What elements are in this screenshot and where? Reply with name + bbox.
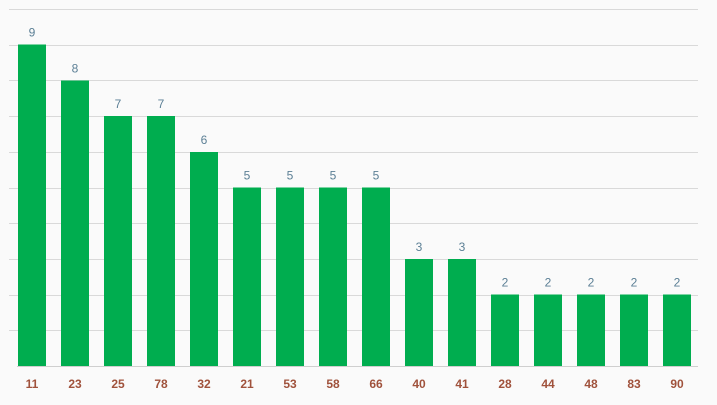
data-label-25: 7 — [115, 97, 122, 111]
x-tick-label-83: 83 — [627, 377, 641, 391]
data-label-layer: 9 8 7 7 6 5 5 5 5 3 3 2 2 2 2 2 — [29, 26, 681, 290]
x-tick-label-78: 78 — [154, 377, 168, 391]
bar-78 — [147, 116, 175, 366]
x-axis: 11 23 25 78 32 21 53 58 66 40 41 28 44 48 83 90 — [26, 377, 684, 391]
bar-layer — [18, 44, 691, 367]
x-tick-label-40: 40 — [412, 377, 426, 391]
data-label-23: 8 — [72, 61, 79, 75]
x-tick-label-11: 11 — [26, 377, 39, 391]
bar-58 — [319, 187, 347, 366]
bar-53 — [276, 187, 304, 366]
data-label-66: 5 — [373, 169, 380, 183]
bar-83 — [620, 294, 648, 366]
data-label-83: 2 — [631, 276, 638, 290]
bar-44 — [534, 294, 562, 366]
data-label-41: 3 — [459, 240, 466, 254]
x-tick-label-48: 48 — [584, 377, 598, 391]
data-label-28: 2 — [502, 276, 509, 290]
x-tick-label-32: 32 — [197, 377, 211, 391]
x-tick-label-90: 90 — [670, 377, 684, 391]
data-label-78: 7 — [158, 97, 165, 111]
bar-40 — [405, 258, 433, 366]
data-label-90: 2 — [674, 276, 681, 290]
x-tick-label-58: 58 — [326, 377, 340, 391]
bar-11 — [18, 44, 46, 366]
x-tick-label-21: 21 — [240, 377, 254, 391]
x-tick-label-66: 66 — [369, 377, 383, 391]
bar-41 — [448, 258, 476, 366]
data-label-40: 3 — [416, 240, 423, 254]
bar-23 — [61, 80, 89, 367]
data-label-44: 2 — [545, 276, 552, 290]
data-label-58: 5 — [330, 169, 337, 183]
data-label-11: 9 — [29, 26, 36, 40]
x-tick-label-44: 44 — [541, 377, 555, 391]
data-label-21: 5 — [244, 169, 251, 183]
x-tick-label-53: 53 — [283, 377, 297, 391]
bar-90 — [663, 294, 691, 366]
x-tick-label-23: 23 — [68, 377, 82, 391]
bar-25 — [104, 116, 132, 366]
data-label-32: 6 — [201, 133, 208, 147]
bar-66 — [362, 187, 390, 366]
bar-28 — [491, 294, 519, 366]
data-label-53: 5 — [287, 169, 294, 183]
bar-32 — [190, 151, 218, 366]
bar-21 — [233, 187, 261, 366]
x-tick-label-41: 41 — [455, 377, 469, 391]
bar-48 — [577, 294, 605, 366]
x-tick-label-25: 25 — [111, 377, 125, 391]
x-tick-label-28: 28 — [498, 377, 512, 391]
data-label-48: 2 — [588, 276, 595, 290]
